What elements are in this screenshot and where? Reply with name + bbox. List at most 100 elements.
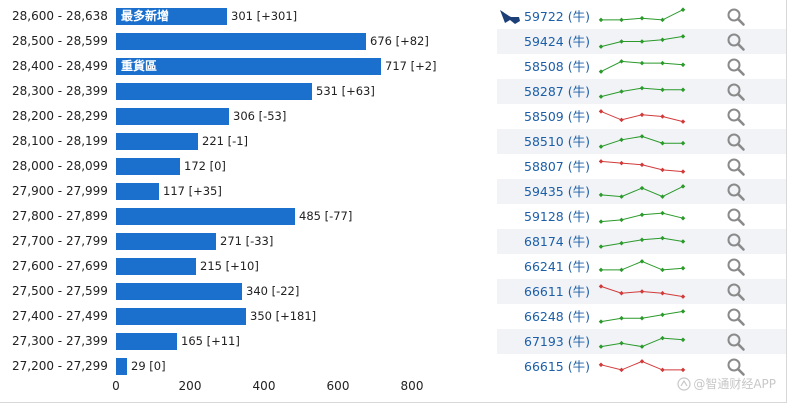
warrant-code-link[interactable]: 58510 (牛) xyxy=(524,134,590,149)
sparkline-point xyxy=(598,362,604,368)
sparkline-point xyxy=(680,62,686,68)
watermark-text: @智通财经APP xyxy=(693,377,776,391)
sparkline-point xyxy=(598,244,604,249)
sparkline-point xyxy=(639,134,645,139)
sparkline-point xyxy=(619,137,624,143)
x-tick-label: 600 xyxy=(326,379,350,393)
warrant-code-link[interactable]: 66241 (牛) xyxy=(524,259,590,274)
sparkline-point xyxy=(598,69,604,74)
table-row: 27,500 - 27,599 340 [-22] 66611 (牛) xyxy=(0,279,786,304)
magnifier-icon[interactable] xyxy=(726,82,746,102)
sparkline-point xyxy=(639,344,645,349)
table-row: 27,900 - 27,999 117 [+35] 59435 (牛) xyxy=(0,179,786,204)
magnifier-icon[interactable] xyxy=(726,157,746,177)
volume-bar xyxy=(116,158,180,175)
warrant-code-link[interactable]: 59722 (牛) xyxy=(524,9,590,24)
sparkline-point xyxy=(619,340,624,346)
bar-tag: 重貨區 xyxy=(121,59,158,73)
warrant-code-link[interactable]: 58287 (牛) xyxy=(524,84,590,99)
warrant-code-link[interactable]: 59435 (牛) xyxy=(524,184,590,199)
sparkline-point xyxy=(660,60,665,66)
price-range: 27,400 - 27,499 xyxy=(12,309,108,323)
sparkline-point xyxy=(598,144,604,149)
ship-icon xyxy=(500,10,520,24)
magnifier-icon[interactable] xyxy=(726,357,746,377)
sparkline-point xyxy=(680,87,686,93)
magnifier-icon[interactable] xyxy=(726,32,746,52)
magnifier-icon[interactable] xyxy=(726,232,746,252)
sparkline-point xyxy=(660,367,665,373)
volume-bar xyxy=(116,208,295,225)
sparkline-point xyxy=(639,112,645,118)
bar-value-label: 676 [+82] xyxy=(370,34,429,48)
magnifier-icon[interactable] xyxy=(726,207,746,227)
table-row: 28,200 - 28,299 306 [-53] 58509 (牛) xyxy=(0,104,786,129)
table-row: 28,500 - 28,599 676 [+82] 59424 (牛) xyxy=(0,29,786,54)
x-tick-label: 800 xyxy=(400,379,424,393)
distribution-rows: 28,600 - 28,638 最多新增 301 [+301] 59722 (牛) 28… xyxy=(0,4,786,379)
bar-tag: 最多新增 xyxy=(121,9,170,23)
price-range: 28,200 - 28,299 xyxy=(12,109,108,123)
magnifier-icon[interactable] xyxy=(726,257,746,277)
sparkline-point xyxy=(598,319,604,324)
warrant-code-link[interactable]: 66611 (牛) xyxy=(524,284,590,299)
sparkline-point xyxy=(619,267,624,273)
magnifier-icon[interactable] xyxy=(726,7,746,27)
sparkline-point xyxy=(619,59,624,64)
warrant-code-link[interactable]: 68174 (牛) xyxy=(524,234,590,249)
magnifier-icon[interactable] xyxy=(726,182,746,202)
trend-sparkline xyxy=(598,85,686,99)
sparkline-point xyxy=(598,44,604,49)
bar-value-label: 301 [+301] xyxy=(231,9,298,23)
price-range: 28,000 - 28,099 xyxy=(12,159,108,173)
trend-sparkline xyxy=(598,59,686,74)
sparkline-point xyxy=(619,17,624,23)
x-tick-label: 0 xyxy=(112,379,120,393)
sparkline-point xyxy=(598,192,604,198)
volume-bar xyxy=(116,258,196,275)
sparkline-point xyxy=(680,294,686,299)
sparkline-point xyxy=(598,344,604,349)
magnifier-icon[interactable] xyxy=(726,307,746,327)
sparkline-point xyxy=(660,87,665,93)
sparkline-point xyxy=(660,37,665,43)
watermark-icon xyxy=(677,376,691,391)
warrant-code-link[interactable]: 58508 (牛) xyxy=(524,59,590,74)
sparkline-point xyxy=(619,89,624,94)
table-row: 27,600 - 27,699 215 [+10] 66241 (牛) xyxy=(0,254,786,279)
price-range: 27,200 - 27,299 xyxy=(12,359,108,373)
sparkline-point xyxy=(598,17,604,23)
trend-sparkline xyxy=(598,210,686,224)
price-range: 27,700 - 27,799 xyxy=(12,234,108,248)
sparkline-point xyxy=(639,237,645,243)
price-range: 27,900 - 27,999 xyxy=(12,184,108,198)
magnifier-icon[interactable] xyxy=(726,132,746,152)
x-axis: 0 200 400 600 800 xyxy=(0,379,480,399)
warrant-code-link[interactable]: 58807 (牛) xyxy=(524,159,590,174)
bar-value-label: 306 [-53] xyxy=(233,109,287,123)
sparkline-point xyxy=(598,219,604,224)
warrant-code-link[interactable]: 59424 (牛) xyxy=(524,34,590,49)
sparkline-point xyxy=(680,239,686,244)
warrant-code-link[interactable]: 58509 (牛) xyxy=(524,109,590,124)
sparkline-point xyxy=(660,194,665,199)
warrant-code-link[interactable]: 66248 (牛) xyxy=(524,309,590,324)
sparkline-point xyxy=(619,240,624,246)
volume-bar xyxy=(116,333,177,350)
sparkline-point xyxy=(680,184,686,189)
magnifier-icon[interactable] xyxy=(726,332,746,352)
sparkline-point xyxy=(619,160,624,166)
price-range: 28,300 - 28,399 xyxy=(12,84,108,98)
magnifier-icon[interactable] xyxy=(726,57,746,77)
sparkline-point xyxy=(660,140,665,146)
price-range: 27,800 - 27,899 xyxy=(12,209,108,223)
warrant-code-link[interactable]: 59128 (牛) xyxy=(524,209,590,224)
bar-value-label: 165 [+11] xyxy=(181,334,240,348)
magnifier-icon[interactable] xyxy=(726,282,746,302)
warrant-code-link[interactable]: 66615 (牛) xyxy=(524,359,590,374)
warrant-code-link[interactable]: 67193 (牛) xyxy=(524,334,590,349)
magnifier-icon[interactable] xyxy=(726,107,746,127)
sparkline-point xyxy=(598,284,604,289)
bar-value-label: 340 [-22] xyxy=(246,284,300,298)
sparkline-point xyxy=(660,267,665,273)
